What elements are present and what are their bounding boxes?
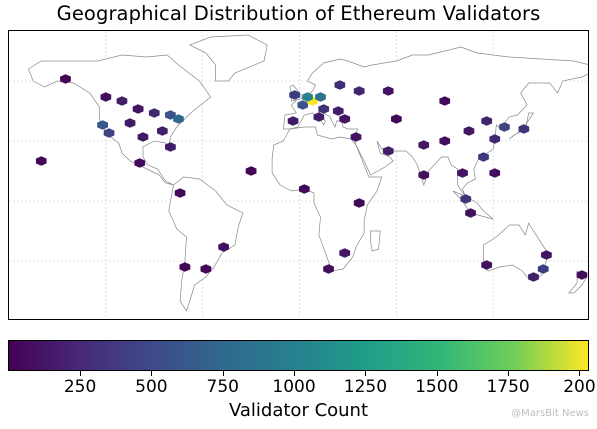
colorbar-tick [294, 371, 296, 376]
hexbin-cell [323, 264, 334, 274]
world-map-panel [8, 30, 589, 320]
hexbin-cell [148, 108, 160, 118]
hexbin-cell [339, 248, 351, 258]
colorbar-tick [80, 371, 82, 376]
hexbin-cell [332, 106, 344, 116]
hexbin-cell [218, 242, 229, 252]
hexbin-cell [418, 170, 430, 180]
hexbin-cell [478, 152, 489, 162]
hexbin-cell [489, 168, 501, 178]
hexbin-cell [173, 114, 184, 124]
hexbin-cell [132, 104, 144, 114]
colorbar [8, 340, 589, 371]
colorbar-tick [222, 371, 224, 376]
hexbin-cell [541, 250, 552, 260]
hexbin-cell [318, 104, 330, 114]
hexbin-cell [137, 132, 149, 142]
hexbin-cell [439, 96, 451, 106]
hexbin-cell [537, 264, 549, 274]
hexbin-cell [315, 92, 326, 102]
hexbin-cell [528, 272, 539, 282]
colorbar-tick-label: 1250 [343, 377, 388, 397]
hexbin-cell [35, 156, 47, 166]
hexbin-cell [179, 262, 191, 272]
hexbin-cell [165, 142, 176, 152]
colorbar-label: Validator Count [228, 400, 369, 421]
landmass-south-america [168, 176, 244, 312]
hexbin-cell [518, 124, 530, 134]
hexbin-cell [60, 74, 71, 84]
hexbin-cell [481, 260, 493, 270]
hexbin-cell [116, 96, 128, 106]
landmass-madagascar [370, 230, 381, 252]
hexbin-cell [353, 86, 365, 96]
landmass-greenland [188, 34, 268, 82]
colorbar-tick [579, 371, 581, 376]
hexbin-cell [245, 166, 257, 176]
hexbin-cell [334, 80, 346, 90]
colorbar-tick-label: 1750 [486, 377, 530, 397]
hexbin-cell [460, 194, 472, 204]
hexbin-layer [35, 74, 588, 282]
hexbin-cell [287, 116, 299, 126]
hexbin-cell [97, 120, 108, 130]
colorbar-tick-label: 750 [206, 377, 239, 397]
hexbin-cell [382, 146, 394, 156]
hexbin-cell [576, 270, 588, 280]
colorbar-tick [508, 371, 510, 376]
hexbin-cell [391, 114, 402, 124]
hexbin-cell [134, 158, 146, 168]
colorbar-gradient [9, 341, 588, 370]
colorbar-tick-label: 500 [135, 377, 168, 397]
hexbin-cell [481, 116, 493, 126]
continent-outlines [27, 34, 588, 312]
hexbin-cell [418, 140, 430, 150]
colorbar-tick [436, 371, 438, 376]
hexbin-cell [439, 136, 451, 146]
hexbin-cell [313, 112, 325, 122]
colorbar-tick-label: 1500 [415, 377, 459, 397]
hexbin-cell [157, 126, 168, 136]
hexbin-cell [465, 208, 476, 218]
hexbin-cell [382, 86, 394, 96]
hexbin-cell [457, 168, 468, 178]
chart-title: Geographical Distribution of Ethereum Va… [56, 2, 541, 25]
hexbin-cell [174, 188, 186, 198]
colorbar-tick-label: 250 [63, 377, 97, 397]
hexbin-cell [124, 118, 136, 128]
hexbin-cell [100, 92, 112, 102]
landmass-north-america [27, 54, 212, 186]
hexbin-cell [297, 100, 309, 110]
hexbin-cell [499, 122, 510, 132]
hexbin-cell [463, 126, 475, 136]
hexbin-cell [302, 92, 313, 102]
hexbin-cell [489, 134, 501, 144]
world-map [9, 31, 588, 319]
watermark-text: @MarsBit News [511, 408, 589, 419]
hexbin-cell [339, 114, 351, 124]
colorbar-tick [151, 371, 153, 376]
hexbin-cell [353, 198, 365, 208]
colorbar-tick [365, 371, 367, 376]
hexbin-cell [289, 90, 300, 100]
hexbin-cell [103, 128, 115, 138]
landmass-africa [271, 126, 383, 272]
hexbin-cell [200, 264, 212, 274]
colorbar-ticks: 250 500 750 1000 1250 1500 1750 200 [0, 371, 597, 411]
colorbar-tick-label: 200 [563, 377, 596, 397]
hexbin-cell [299, 184, 310, 194]
colorbar-tick-label: 1000 [272, 377, 316, 397]
hexbin-cell [350, 132, 362, 142]
